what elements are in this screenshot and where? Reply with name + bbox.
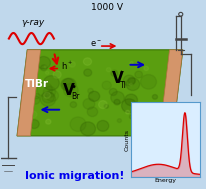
Circle shape [70, 117, 86, 132]
Circle shape [144, 66, 149, 70]
Text: TlBr: TlBr [25, 79, 49, 89]
Text: $^-$: $^-$ [95, 38, 102, 44]
Text: $'$: $'$ [119, 69, 123, 79]
Circle shape [125, 94, 137, 106]
Circle shape [44, 66, 46, 68]
Circle shape [46, 90, 59, 101]
Circle shape [109, 88, 117, 95]
Text: e: e [91, 39, 96, 48]
Circle shape [111, 91, 124, 104]
Circle shape [152, 94, 158, 99]
Circle shape [138, 111, 145, 118]
Text: $^+$: $^+$ [66, 61, 73, 67]
Circle shape [130, 61, 133, 64]
Text: 1000 V: 1000 V [91, 3, 123, 12]
Circle shape [61, 78, 74, 91]
Circle shape [63, 84, 78, 97]
Circle shape [135, 71, 143, 78]
Circle shape [122, 99, 137, 113]
Circle shape [69, 61, 75, 67]
Circle shape [37, 57, 50, 69]
Circle shape [29, 111, 37, 118]
Circle shape [84, 69, 92, 76]
Circle shape [106, 68, 111, 72]
Circle shape [117, 119, 122, 122]
Polygon shape [159, 50, 183, 136]
Circle shape [53, 71, 61, 78]
Text: h: h [61, 62, 66, 70]
Text: Tl: Tl [120, 81, 127, 90]
Text: $\mathbf{V}$: $\mathbf{V}$ [62, 82, 76, 98]
Circle shape [44, 92, 50, 98]
Circle shape [88, 88, 93, 93]
Text: Ionic migration!: Ionic migration! [25, 171, 125, 181]
Circle shape [97, 120, 109, 131]
Circle shape [114, 99, 120, 105]
Circle shape [128, 77, 136, 84]
Circle shape [63, 64, 66, 67]
Circle shape [31, 96, 40, 104]
Circle shape [46, 71, 49, 74]
Circle shape [46, 119, 51, 124]
Text: $\mathbf{V}$: $\mathbf{V}$ [111, 70, 125, 87]
Circle shape [87, 107, 98, 117]
Circle shape [111, 70, 118, 77]
Circle shape [37, 83, 53, 97]
Circle shape [40, 92, 56, 106]
Circle shape [140, 74, 157, 89]
Circle shape [123, 75, 135, 86]
Circle shape [104, 104, 109, 108]
Circle shape [34, 93, 40, 99]
Circle shape [43, 76, 59, 90]
Circle shape [126, 110, 130, 114]
Circle shape [83, 58, 91, 65]
Circle shape [43, 86, 56, 98]
Circle shape [83, 98, 95, 109]
Circle shape [126, 78, 140, 91]
Circle shape [70, 102, 77, 108]
Circle shape [42, 92, 54, 103]
Circle shape [99, 101, 107, 108]
Circle shape [102, 81, 111, 89]
Circle shape [80, 122, 96, 136]
Text: γ-ray: γ-ray [21, 19, 44, 27]
Circle shape [62, 78, 76, 91]
Text: $\bullet$: $\bullet$ [70, 80, 76, 90]
Circle shape [89, 91, 100, 101]
Circle shape [129, 115, 134, 119]
Circle shape [130, 83, 132, 86]
Circle shape [41, 65, 47, 71]
Circle shape [29, 120, 39, 129]
Text: Br: Br [71, 92, 80, 101]
Polygon shape [17, 50, 183, 136]
Polygon shape [17, 50, 41, 136]
